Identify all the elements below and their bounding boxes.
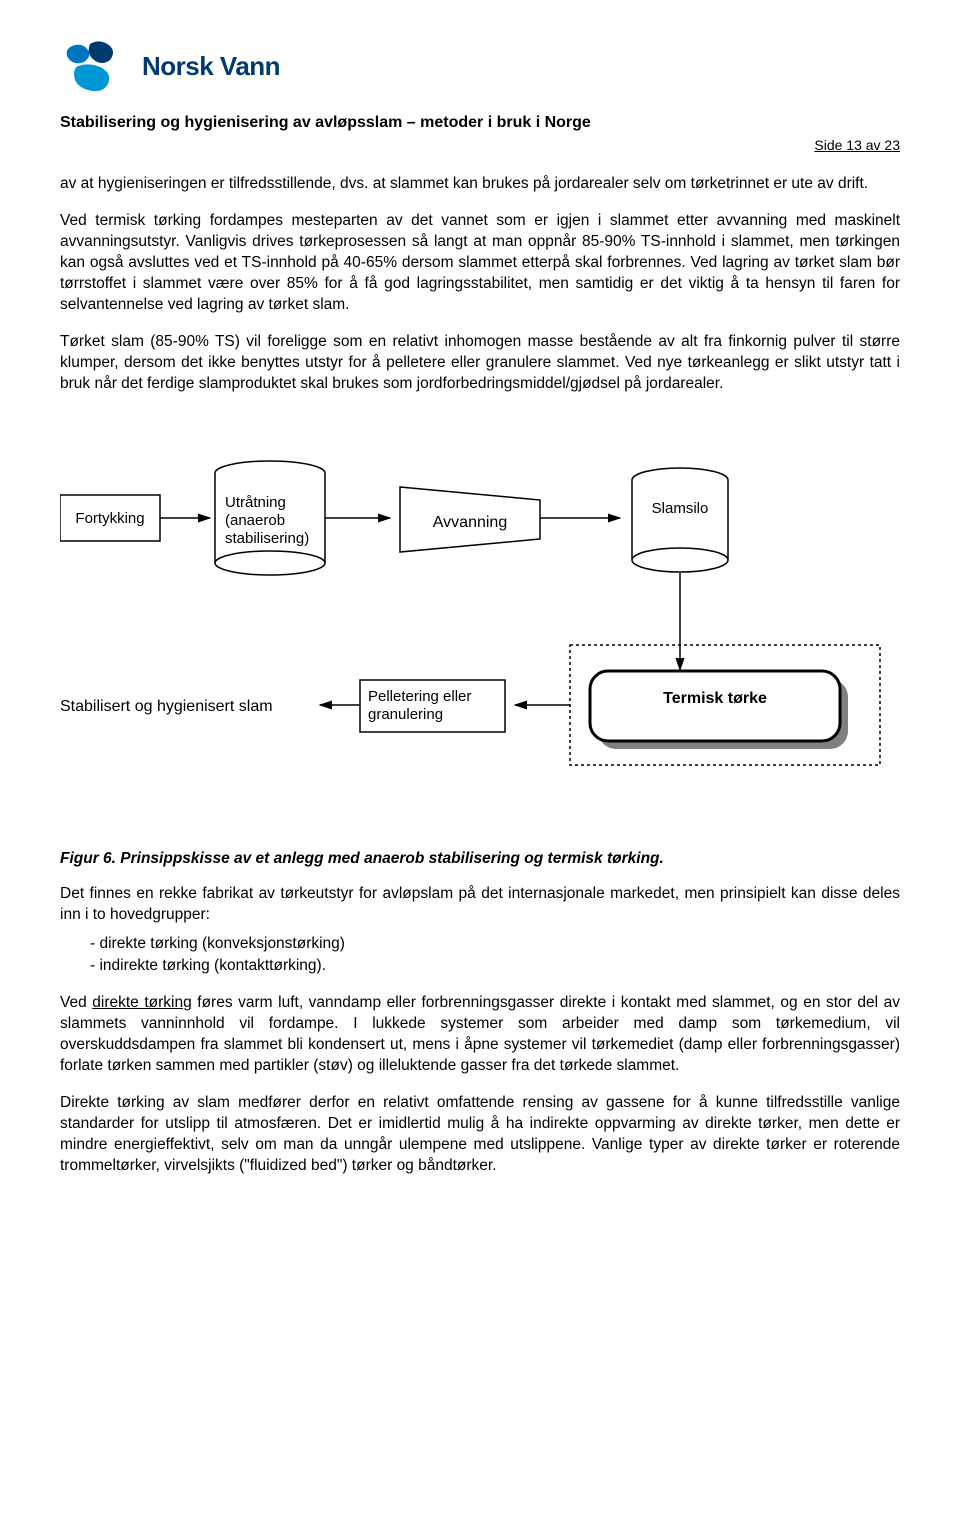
bullet-item-1: direkte tørking (konveksjonstørking) <box>90 934 900 955</box>
node-utraatning-l3: stabilisering) <box>225 530 309 547</box>
document-title: Stabilisering og hygienisering av avløps… <box>60 112 900 134</box>
node-pelletering-l2: granulering <box>368 706 443 723</box>
page-number: Side 13 av 23 <box>60 136 900 155</box>
brand-logo: Norsk Vann <box>60 40 900 94</box>
figure-caption: Figur 6. Prinsippskisse av et anlegg med… <box>60 849 900 870</box>
node-utraatning-l1: Utråtning <box>225 494 286 511</box>
p5-pre: Ved <box>60 994 92 1011</box>
p5-underline-term: direkte tørking <box>92 994 191 1011</box>
paragraph-4: Det finnes en rekke fabrikat av tørkeuts… <box>60 884 900 926</box>
process-flow-diagram: Fortykking Utråtning (anaerob stabiliser… <box>60 435 900 815</box>
bullet-list: direkte tørking (konveksjonstørking) ind… <box>90 934 900 978</box>
paragraph-2: Ved termisk tørking fordampes mesteparte… <box>60 211 900 316</box>
paragraph-1: av at hygieniseringen er tilfredsstillen… <box>60 174 900 195</box>
node-avvanning: Avvanning <box>433 514 507 531</box>
node-termisk-torke: Termisk tørke <box>663 690 767 707</box>
paragraph-6: Direkte tørking av slam medfører derfor … <box>60 1093 900 1177</box>
node-fortykking: Fortykking <box>75 510 144 527</box>
brand-name: Norsk Vann <box>142 49 280 84</box>
node-slamsilo: Slamsilo <box>652 500 709 517</box>
logo-mark-icon <box>60 40 130 94</box>
paragraph-3: Tørket slam (85-90% TS) vil foreligge so… <box>60 332 900 395</box>
bullet-item-2: indirekte tørking (kontakttørking). <box>90 956 900 977</box>
paragraph-5: Ved direkte tørking føres varm luft, van… <box>60 993 900 1077</box>
node-stabilisert-slam: Stabilisert og hygienisert slam <box>60 698 273 715</box>
node-utraatning-l2: (anaerob <box>225 512 285 529</box>
node-pelletering-l1: Pelletering eller <box>368 688 471 705</box>
